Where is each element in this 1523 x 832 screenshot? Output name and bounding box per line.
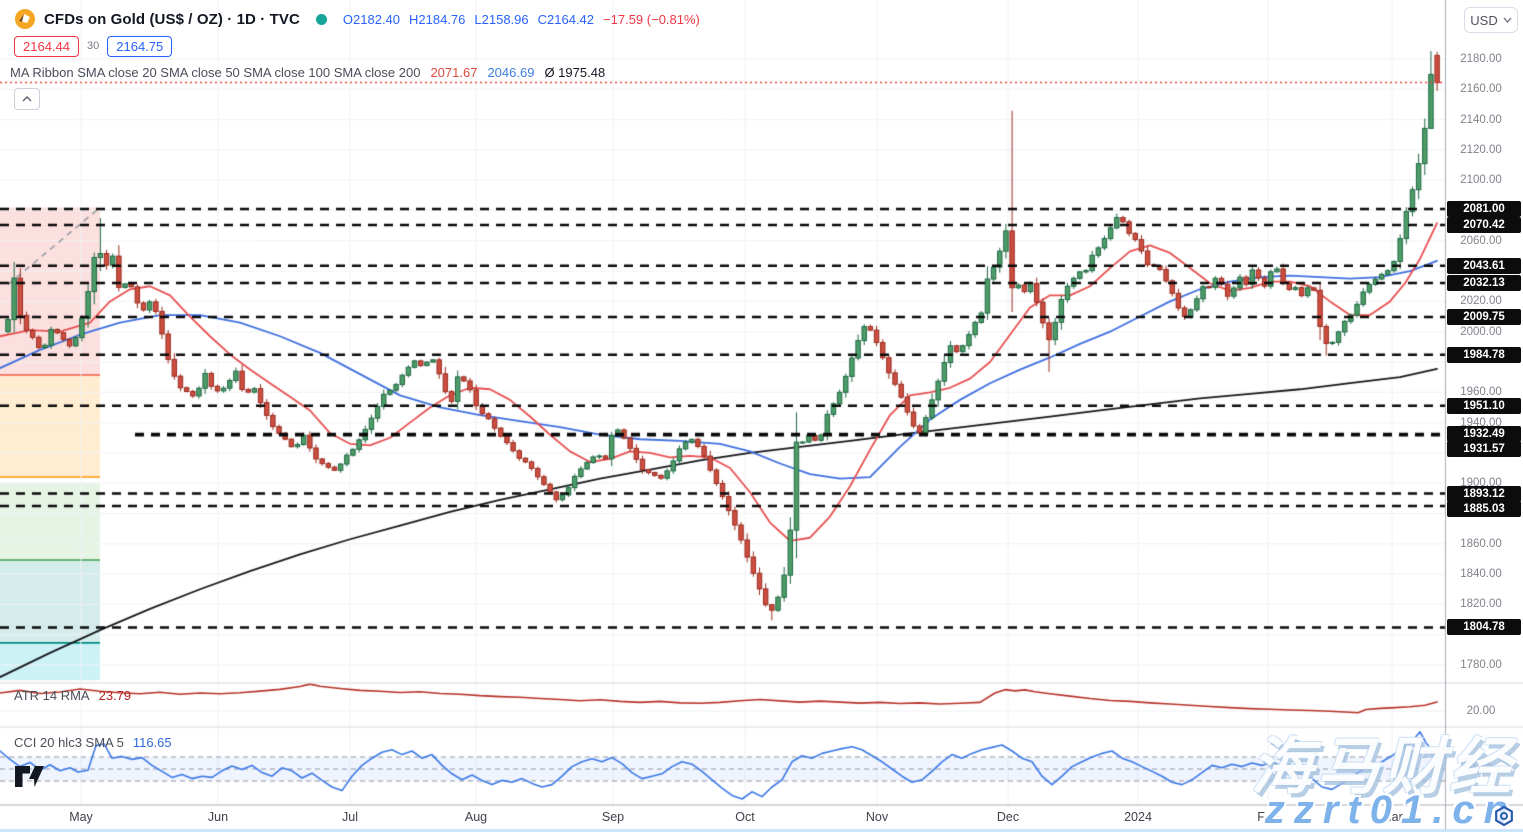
close-value: C2164.42 [537, 11, 595, 27]
price-axis-tick: 1940.00 [1460, 416, 1502, 429]
price-axis-tick: 1840.00 [1460, 568, 1502, 581]
time-axis-label: Jun [207, 810, 229, 824]
bottom-edge-strip [0, 829, 1523, 832]
time-axis-label: Oct [735, 810, 755, 824]
price-level-badge: 1931.57 [1447, 441, 1521, 458]
symbol-header: CFDs on Gold (US$ / OZ) · 1D · TVC O2182… [14, 6, 700, 32]
price-axis-tick: 2060.00 [1460, 234, 1502, 247]
time-axis-label: Feb [1257, 810, 1279, 824]
price-axis-tick: 2120.00 [1460, 143, 1502, 156]
price-axis-tick: 2140.00 [1460, 113, 1502, 126]
price-level-badge: 1804.78 [1447, 619, 1521, 636]
price-axis-tick: 1960.00 [1460, 386, 1502, 399]
legend-collapse-button[interactable] [14, 88, 40, 110]
price-axis-tick: 1900.00 [1460, 477, 1502, 490]
price-level-badge: 2032.13 [1447, 275, 1521, 292]
price-axis-tick: 2100.00 [1460, 174, 1502, 187]
chevron-down-icon [1503, 17, 1512, 23]
cci-value: 116.65 [132, 735, 172, 750]
price-level-badge: 2043.61 [1447, 257, 1521, 274]
cci-label[interactable]: CCI 20 hlc3 SMA 5 [14, 735, 124, 750]
time-axis-label: May [69, 810, 93, 824]
low-value: L2158.96 [474, 11, 529, 27]
tradingview-logo[interactable] [14, 765, 46, 793]
ma-ribbon-legend: MA Ribbon SMA close 20 SMA close 50 SMA … [10, 62, 605, 82]
price-axis-tick: 1820.00 [1460, 598, 1502, 611]
atr-label[interactable]: ATR 14 RMA [14, 688, 90, 703]
time-axis-label: Aug [464, 810, 488, 824]
market-status-dot [315, 13, 327, 25]
price-level-badge: 2081.00 [1447, 200, 1521, 217]
sma-avg-value: Ø 1975.48 [544, 64, 606, 80]
time-axis-label: Jul [342, 810, 358, 824]
price-axis-tick: 2020.00 [1460, 295, 1502, 308]
atr-legend: ATR 14 RMA 23.79 [14, 688, 131, 703]
ask-price-box[interactable]: 2164.75 [107, 35, 173, 57]
price-level-badge: 1885.03 [1447, 500, 1521, 517]
currency-label: USD [1470, 12, 1498, 28]
time-axis-label: Sep [601, 810, 625, 824]
price-axis-tick: 2000.00 [1460, 325, 1502, 338]
price-level-badge: 2009.75 [1447, 308, 1521, 325]
ma-ribbon-label[interactable]: MA Ribbon SMA close 20 SMA close 50 SMA … [10, 64, 421, 80]
axis-settings-gear-icon[interactable] [1492, 804, 1516, 832]
price-level-badge: 2070.42 [1447, 217, 1521, 233]
bid-price-box[interactable]: 2164.44 [14, 35, 79, 57]
open-value: O2182.40 [342, 11, 401, 27]
price-axis-tick: 20.00 [1466, 705, 1496, 717]
price-level-badge: 1932.49 [1447, 425, 1521, 442]
time-axis-label: Mar [1381, 810, 1403, 824]
atr-value: 23.79 [98, 688, 132, 703]
change-value: −17.59 (−0.81%) [603, 11, 700, 27]
price-level-badge: 1893.12 [1447, 485, 1521, 502]
price-axis-tick: 2180.00 [1460, 53, 1502, 65]
ohlc-values: O2182.40 H2184.76 L2158.96 C2164.42 −17.… [343, 12, 700, 27]
price-level-badge: 1951.10 [1447, 397, 1521, 414]
time-axis[interactable]: May Jun Jul Aug Sep Oct Nov Dec 2024 Feb Mar [0, 806, 1445, 832]
sma20-value: 2071.67 [430, 64, 478, 80]
time-axis-label: 2024 [1124, 810, 1152, 824]
time-axis-label: Nov [865, 810, 889, 824]
time-axis-label: Dec [996, 810, 1020, 824]
price-axis-tick: 2160.00 [1460, 83, 1502, 96]
price-boxes: 2164.44 30 2164.75 [14, 34, 173, 58]
symbol-title[interactable]: CFDs on Gold (US$ / OZ) · 1D · TVC [44, 10, 300, 28]
currency-selector[interactable]: USD [1464, 7, 1518, 33]
high-value: H2184.76 [409, 11, 466, 27]
price-axis[interactable]: USD 2081.00 2070.42 2043.61 2032.13 2009.75 1… [1446, 0, 1523, 832]
price-level-badge: 1984.78 [1447, 346, 1521, 363]
gold-coin-icon [15, 9, 35, 29]
price-axis-tick: 0.00 [1469, 763, 1493, 775]
cci-legend: CCI 20 hlc3 SMA 5 116.65 [14, 735, 172, 750]
bar-countdown: 30 [87, 40, 100, 52]
price-axis-tick: 1780.00 [1460, 659, 1502, 671]
sma50-value: 2046.69 [487, 64, 535, 80]
price-axis-tick: 1860.00 [1460, 537, 1502, 550]
chevron-up-icon [22, 96, 32, 102]
